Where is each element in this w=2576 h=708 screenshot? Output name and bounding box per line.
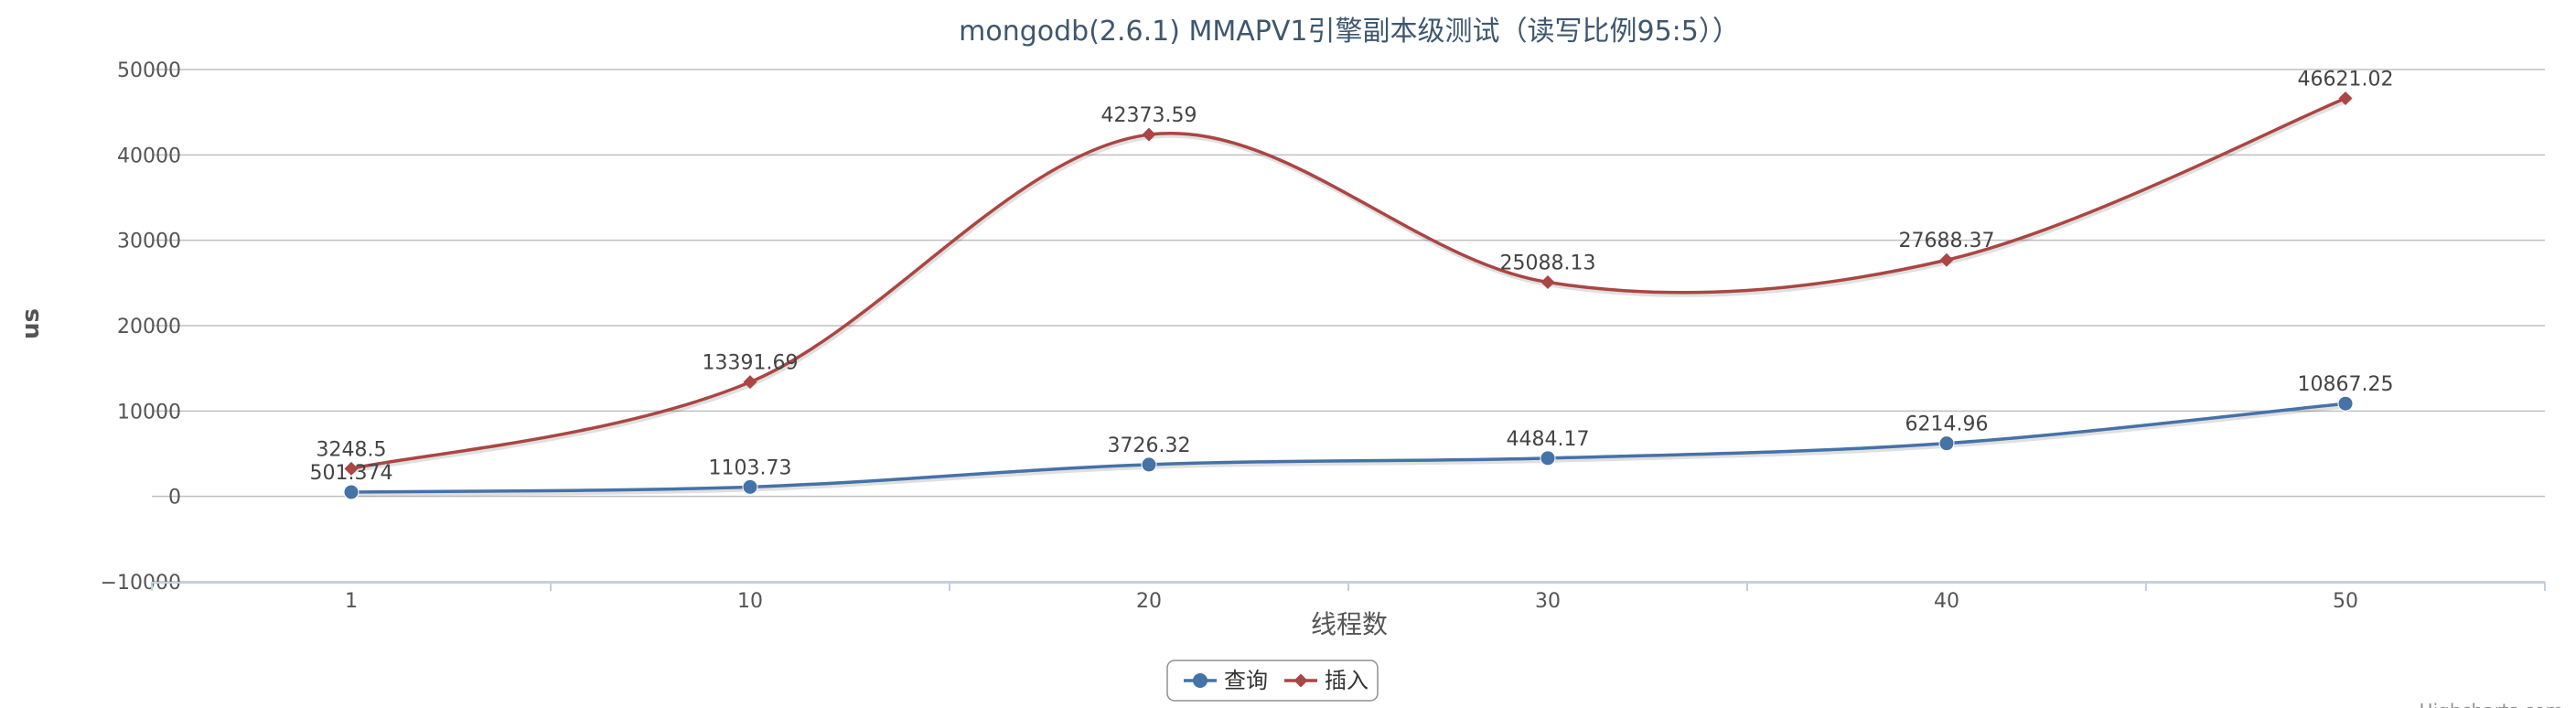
y-tick-label: 10000 bbox=[117, 401, 181, 424]
series-line-0[interactable] bbox=[350, 402, 2346, 494]
data-label: 25088.13 bbox=[1500, 252, 1596, 275]
legend-label: 插入 bbox=[1325, 668, 1368, 693]
legend-item[interactable]: 插入 bbox=[1284, 668, 1368, 693]
data-point[interactable] bbox=[742, 478, 758, 495]
legend-label: 查询 bbox=[1224, 668, 1268, 693]
x-tick-label: 30 bbox=[1535, 590, 1561, 613]
chart-title: mongodb(2.6.1) MMAPV1引擎副本级测试（读写比例95:5）） bbox=[959, 16, 1740, 48]
series-layer bbox=[343, 91, 2354, 500]
y-axis-title: us bbox=[17, 308, 45, 339]
credits-text[interactable]: Highcharts.com bbox=[2420, 700, 2563, 708]
x-tick-label: 50 bbox=[2333, 590, 2358, 613]
data-label: 3248.5 bbox=[317, 438, 387, 461]
data-point[interactable] bbox=[2337, 395, 2354, 412]
legend-box bbox=[1166, 660, 1379, 702]
data-label: 46621.02 bbox=[2298, 69, 2394, 91]
data-point[interactable] bbox=[344, 461, 359, 476]
x-axis-title: 线程数 bbox=[1311, 609, 1388, 639]
y-tick-label: 20000 bbox=[117, 316, 181, 338]
data-label: 1103.73 bbox=[709, 456, 792, 479]
data-point[interactable] bbox=[1938, 435, 1955, 452]
data-label: 27688.37 bbox=[1899, 230, 1995, 252]
data-point[interactable] bbox=[1540, 275, 1555, 290]
data-point[interactable] bbox=[2338, 91, 2353, 106]
y-tick-label: 40000 bbox=[117, 145, 181, 167]
data-label: 6214.96 bbox=[1905, 413, 1989, 436]
gridlines bbox=[152, 69, 2545, 583]
x-axis: 1 10 20 30 40 50 bbox=[151, 582, 2546, 613]
series-shadow bbox=[351, 402, 2347, 497]
legend[interactable]: 查询 插入 bbox=[1166, 660, 1379, 702]
data-label: 42373.59 bbox=[1101, 104, 1197, 127]
x-tick-label: 40 bbox=[1934, 590, 1959, 613]
legend-marker bbox=[1293, 673, 1308, 688]
legend-item[interactable]: 查询 bbox=[1184, 668, 1268, 693]
data-point[interactable] bbox=[743, 375, 757, 390]
y-tick-label: 0 bbox=[168, 487, 181, 510]
legend-marker bbox=[1193, 673, 1208, 688]
y-tick-label: 50000 bbox=[117, 59, 181, 82]
data-label: 10867.25 bbox=[2298, 373, 2394, 396]
data-labels: 3248.5 13391.69 42373.59 25088.13 27688.37 46… bbox=[310, 69, 2394, 485]
data-point[interactable] bbox=[1540, 450, 1556, 467]
data-point[interactable] bbox=[1939, 252, 1954, 267]
x-tick-label: 20 bbox=[1136, 590, 1162, 613]
data-label: 3726.32 bbox=[1108, 434, 1191, 457]
x-tick-label: 1 bbox=[345, 590, 358, 613]
data-point[interactable] bbox=[1141, 456, 1157, 473]
series-line-1[interactable] bbox=[350, 96, 2346, 471]
data-label: 4484.17 bbox=[1507, 428, 1590, 451]
data-label: 501.374 bbox=[310, 462, 393, 485]
data-point[interactable] bbox=[1142, 127, 1156, 142]
y-tick-label: 30000 bbox=[117, 231, 181, 253]
data-point[interactable] bbox=[343, 484, 360, 500]
x-tick-label: 10 bbox=[737, 590, 763, 613]
data-label: 13391.69 bbox=[703, 352, 799, 375]
